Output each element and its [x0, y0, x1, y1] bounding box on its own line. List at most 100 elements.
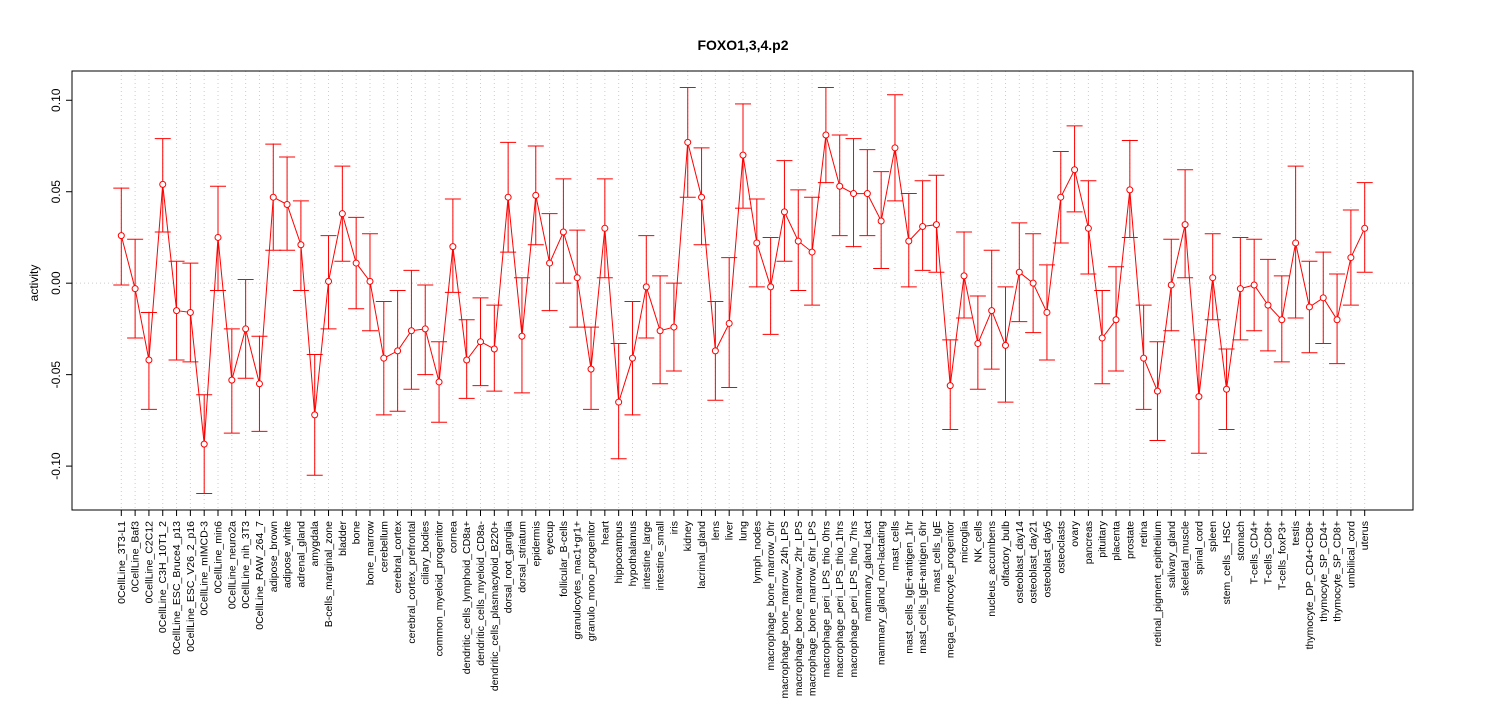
data-point [1223, 385, 1231, 393]
data-point [435, 378, 443, 386]
y-axis-label: activity [27, 265, 41, 302]
x-tick-label: 0CellLine_mIMCD-3 [199, 521, 211, 616]
data-point [1264, 301, 1272, 309]
data-point [380, 354, 388, 362]
data-point [656, 327, 664, 335]
data-point [1140, 354, 1148, 362]
x-tick-label: epidermis [530, 521, 542, 567]
x-tick-label: macrophage_peri_LPS_thio_0hrs [820, 521, 832, 677]
x-tick-label: granulocytes_mac1+gr1+ [572, 521, 584, 640]
x-tick-label: microglia [959, 521, 971, 563]
x-tick-label: 0CellLine_min6 [213, 521, 225, 594]
data-point [407, 327, 415, 335]
data-point [1181, 221, 1189, 229]
data-point [794, 237, 802, 245]
x-tick-label: bone [351, 521, 363, 545]
data-point [255, 380, 263, 388]
y-tick-label: 0.05 [49, 180, 63, 204]
data-point [573, 274, 581, 282]
x-tick-label: T-cells_CD4+ [1249, 521, 1261, 584]
data-point [338, 210, 346, 218]
x-tick-label: dendritic_cells_myeloid_CD8a- [475, 520, 487, 665]
data-point [559, 228, 567, 236]
x-tick-label: osteoclasts [1055, 521, 1067, 574]
data-point [1043, 308, 1051, 316]
data-point [1250, 281, 1258, 289]
x-tick-label: olfactory_bulb [1000, 521, 1012, 587]
data-point [960, 272, 968, 280]
x-tick-label: thymocyte_DP_CD4+CD8+ [1304, 521, 1316, 649]
data-point [477, 338, 485, 346]
data-point [1347, 254, 1355, 262]
x-tick-label: macrophage_bone_marrow_0hr [765, 521, 777, 671]
data-point [297, 241, 305, 249]
x-tick-label: 0CellLine_C2C12 [143, 521, 155, 603]
x-tick-label: lymph_nodes [751, 521, 763, 583]
data-point [366, 277, 374, 285]
data-point [449, 243, 457, 251]
x-tick-label: dendritic_cells_plasmacytoid_B220+ [489, 521, 501, 691]
x-tick-label: pituitary [1097, 520, 1109, 558]
x-tick-label: mammary_gland_non-lactating [876, 521, 888, 665]
x-tick-label: dendritic_cells_lymphoid_CD8a+ [461, 521, 473, 674]
x-tick-label: osteoblast_day21 [1028, 521, 1040, 603]
data-point [988, 307, 996, 315]
x-tick-label: 0CellLine_nih_3T3 [240, 521, 252, 609]
data-point [159, 180, 167, 188]
data-point [490, 345, 498, 353]
x-tick-label: adrenal_gland [295, 521, 307, 588]
x-tick-label: adipose_brown [268, 521, 280, 592]
x-tick-label: lung [738, 521, 750, 541]
x-tick-label: kidney [682, 520, 694, 551]
x-tick-label: cerebral_cortex [392, 520, 404, 593]
data-point [1333, 316, 1341, 324]
x-tick-label: mast_cells_IgE [931, 521, 943, 592]
x-tick-label: retina [1138, 521, 1150, 547]
data-point [394, 347, 402, 355]
data-point [628, 354, 636, 362]
data-point [1167, 281, 1175, 289]
x-tick-label: umbilical_cord [1345, 521, 1357, 588]
data-point [601, 224, 609, 232]
data-point [974, 340, 982, 348]
x-tick-label: NK_cells [972, 521, 984, 562]
x-tick-label: bladder [337, 521, 349, 557]
x-tick-label: intestine_large [641, 521, 653, 589]
data-point [242, 325, 250, 333]
data-point [1001, 341, 1009, 349]
x-tick-label: 0CellLine_RAW_264_7 [254, 521, 266, 630]
x-tick-label: ciliary_bodies [420, 521, 432, 585]
y-tick-label: -0.05 [49, 361, 63, 389]
x-tick-label: uterus [1359, 521, 1371, 550]
data-point [504, 193, 512, 201]
x-tick-label: spleen [1207, 521, 1219, 552]
x-tick-label: retinal_pigment_epithelium [1152, 521, 1164, 647]
x-tick-label: mast_cells [889, 521, 901, 571]
x-tick-label: common_myeloid_progenitor [434, 521, 446, 657]
data-point [1153, 387, 1161, 395]
data-point [1236, 285, 1244, 293]
x-tick-label: lens [710, 521, 722, 540]
x-tick-label: bone_marrow [364, 521, 376, 586]
x-tick-label: 0CellLine_ESC_V26_2_p16 [185, 521, 197, 652]
x-tick-label: T-cells_CD8+ [1262, 521, 1274, 584]
x-tick-label: cerebral_cortex_prefrontal [406, 521, 418, 644]
x-tick-label: granulo_mono_progenitor [586, 521, 598, 642]
data-point [1361, 224, 1369, 232]
data-point [1305, 303, 1313, 311]
data-point [808, 248, 816, 256]
data-point [131, 285, 139, 293]
data-point [145, 356, 153, 364]
x-tick-label: adipose_white [282, 521, 294, 588]
data-point [780, 208, 788, 216]
x-tick-label: 0CellLine_ESC_Bruce4_p13 [171, 521, 183, 655]
x-tick-label: ovary [1069, 520, 1081, 546]
data-point [532, 191, 540, 199]
y-axis: -0.10 -0.05 0.00 0.05 0.10 [49, 88, 72, 480]
y-tick-label: 0.00 [49, 271, 63, 295]
data-point [1057, 193, 1065, 201]
data-point [1015, 268, 1023, 276]
x-tick-label: cornea [447, 521, 459, 553]
data-point [186, 308, 194, 316]
